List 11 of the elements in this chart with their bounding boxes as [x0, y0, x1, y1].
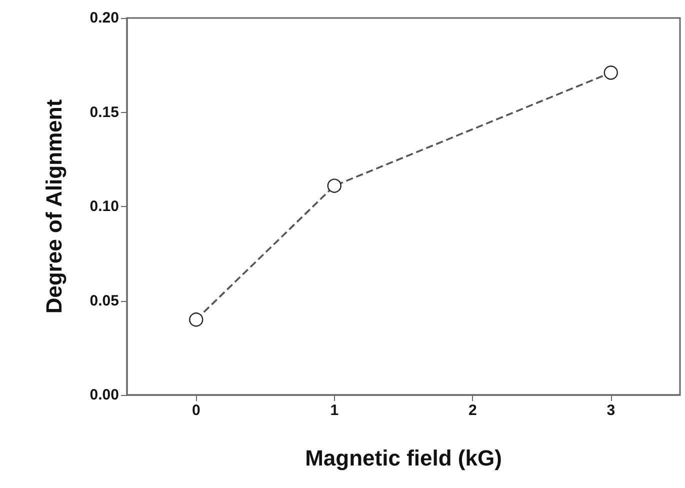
y-tick-label: 0.00 [90, 386, 119, 404]
x-axis-title: Magnetic field (kG) [305, 446, 502, 470]
y-tick-label: 0.15 [90, 104, 119, 121]
y-tick-label: 0.20 [90, 10, 119, 26]
x-tick-label: 0 [192, 402, 200, 419]
x-tick-label: 2 [468, 402, 477, 419]
y-tick-label: 0.05 [90, 292, 119, 310]
y-tick-label: 0.10 [90, 198, 119, 215]
y-axis-title: Degree of Alignment [42, 98, 66, 314]
x-tick-label: 3 [606, 402, 616, 419]
x-tick-label: 1 [330, 402, 339, 419]
